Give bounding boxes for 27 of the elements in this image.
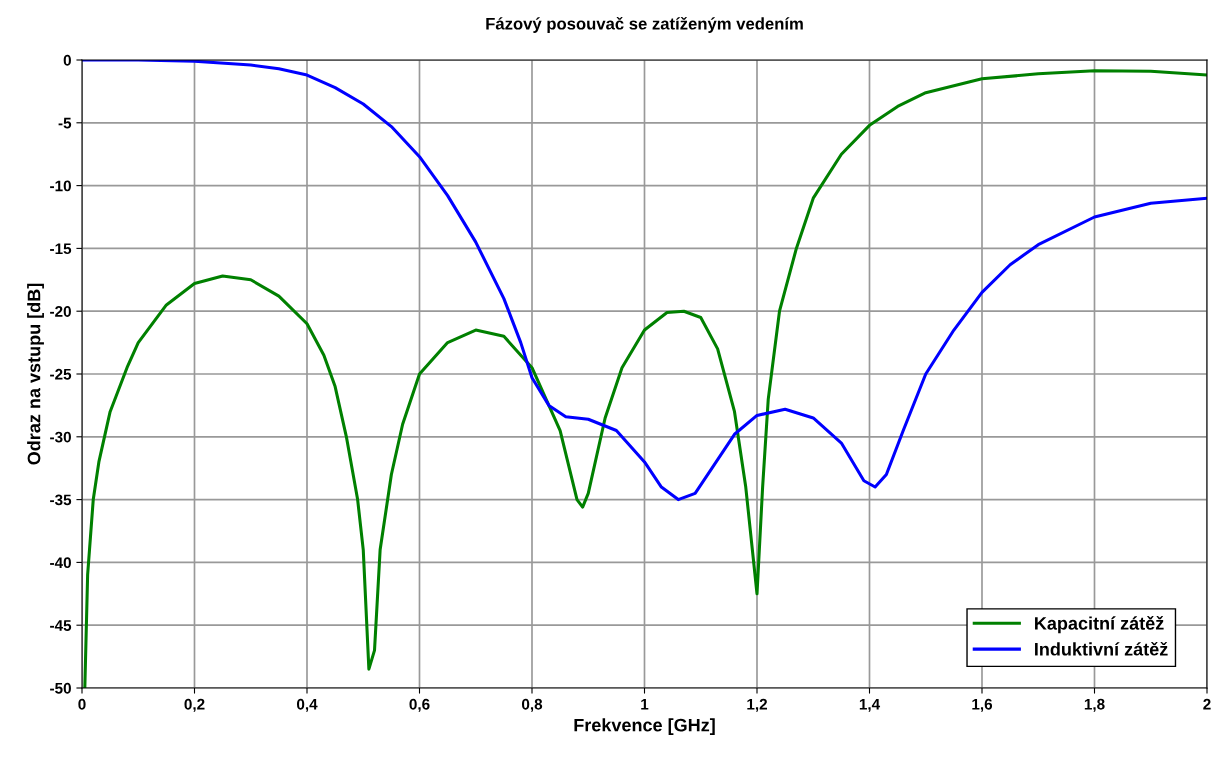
y-tick-label: -30 — [50, 431, 71, 443]
x-tick-label: 2 — [1203, 698, 1211, 710]
y-tick-label: -15 — [50, 243, 72, 255]
y-tick-label: -25 — [50, 368, 72, 380]
y-tick-label: -50 — [50, 682, 71, 694]
x-tick-label: 1,8 — [1084, 698, 1105, 712]
x-tick-label: 1 — [641, 698, 649, 710]
x-tick-label: 0,8 — [521, 698, 543, 712]
legend-label: Induktivní zátěž — [1035, 641, 1168, 656]
y-tick-label: -35 — [50, 494, 72, 506]
y-tick-label: 0 — [63, 54, 71, 66]
x-tick-label: 1,6 — [972, 698, 993, 712]
x-tick-label: 0,4 — [296, 698, 318, 712]
y-tick-label: -40 — [50, 557, 71, 569]
x-tick-label: 1,2 — [747, 698, 768, 712]
y-tick-label: -20 — [50, 306, 71, 317]
x-tick-label: 1,4 — [859, 698, 881, 712]
x-tick-label: 0 — [78, 698, 86, 710]
y-axis-title: Odraz na vstupu [dB] — [27, 283, 44, 465]
legend-label: Kapacitní zátěž — [1035, 616, 1164, 634]
x-axis-title: Frekvence [GHz] — [574, 718, 715, 736]
y-tick-label: -5 — [58, 117, 72, 129]
x-tick-label: 0,2 — [184, 698, 205, 712]
y-tick-label: -10 — [50, 180, 71, 192]
y-tick-label: -45 — [50, 620, 72, 631]
x-tick-label: 0,6 — [409, 698, 430, 712]
chart-title: Fázový posouvač se zatíženým vedením — [486, 17, 803, 33]
